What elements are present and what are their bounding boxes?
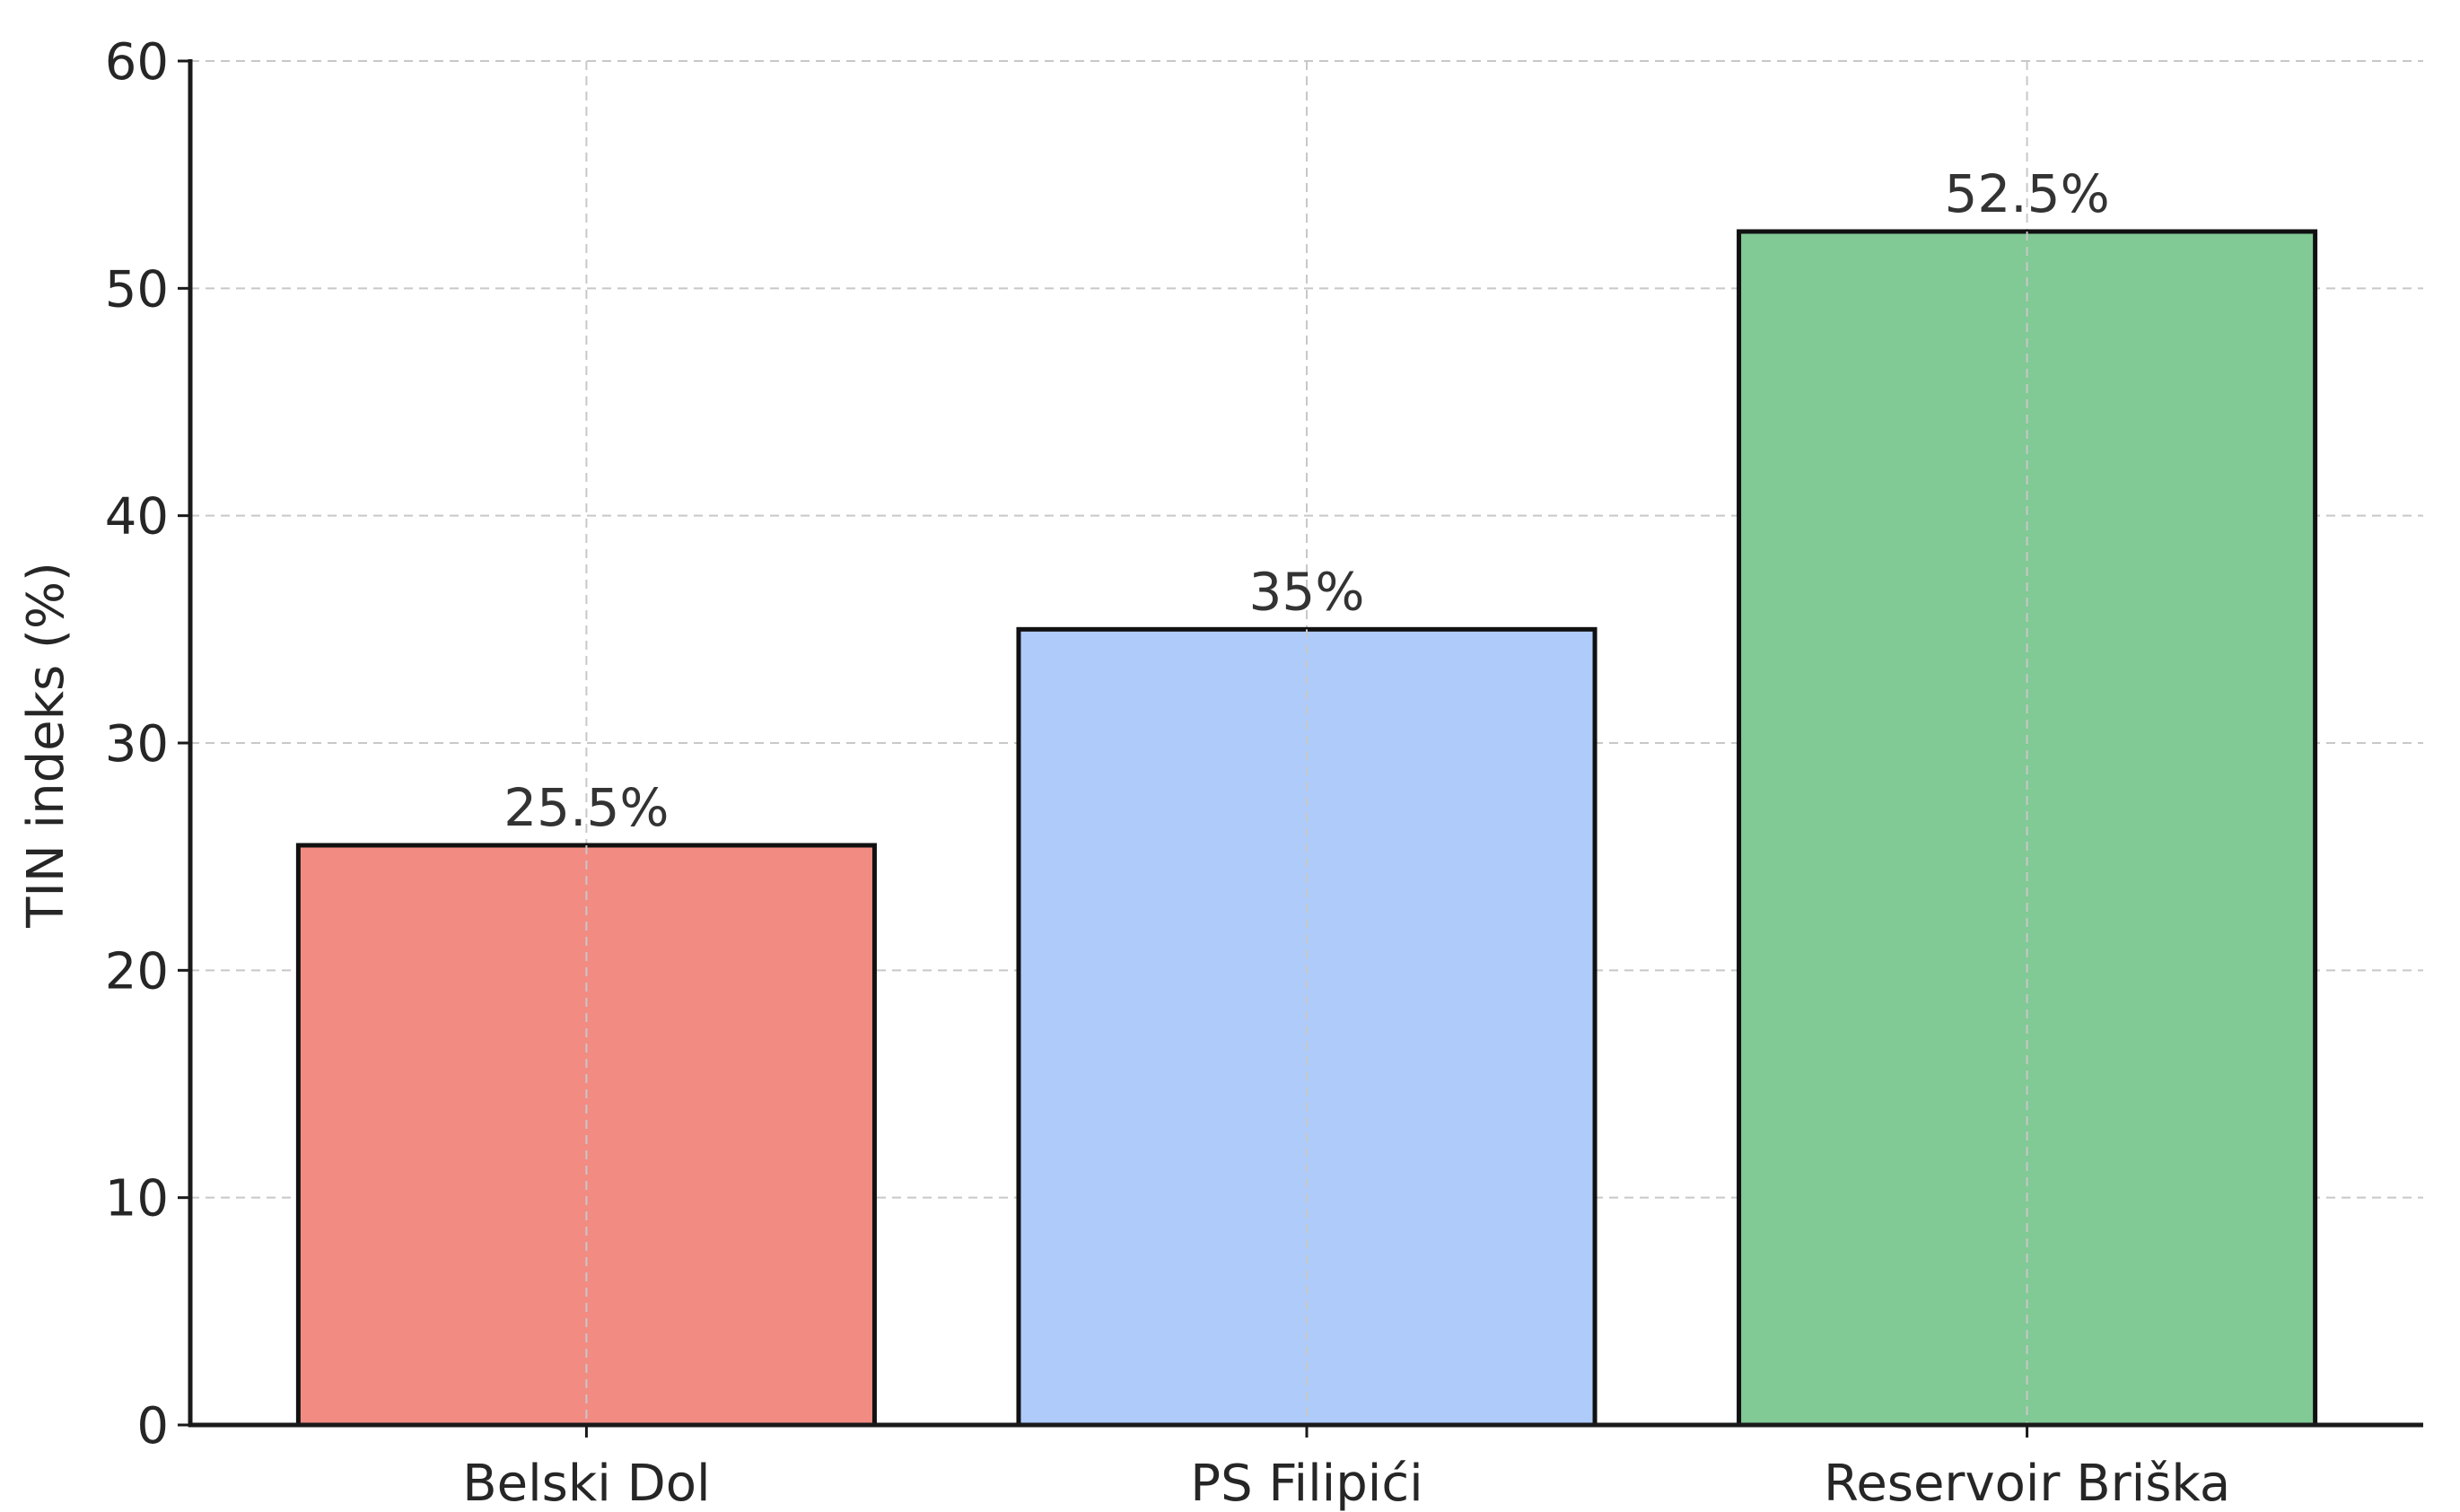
x-tick-label: PS Filipići <box>1190 1455 1423 1512</box>
x-tick-label: Belski Dol <box>462 1455 710 1512</box>
data-label: 52.5% <box>1944 163 2109 224</box>
y-tick-label: 50 <box>105 260 169 319</box>
y-tick-label: 60 <box>105 33 169 92</box>
y-tick-label: 30 <box>105 715 169 773</box>
bars <box>295 229 2318 1428</box>
axes <box>178 59 2423 1438</box>
y-tick-label: 0 <box>136 1397 169 1455</box>
y-axis-title: TIN indeks (%) <box>17 562 75 929</box>
x-tick-label: Reservoir Briška <box>1824 1455 2230 1512</box>
y-tick-label: 20 <box>105 942 169 1001</box>
y-tick-label: 10 <box>105 1170 169 1228</box>
data-label: 35% <box>1249 561 1365 622</box>
labels: 0 10 20 30 40 50 60 Belski Dol PS Filipići Reserv… <box>105 33 2230 1512</box>
y-tick-label: 40 <box>105 488 169 546</box>
data-label: 25.5% <box>503 777 669 838</box>
